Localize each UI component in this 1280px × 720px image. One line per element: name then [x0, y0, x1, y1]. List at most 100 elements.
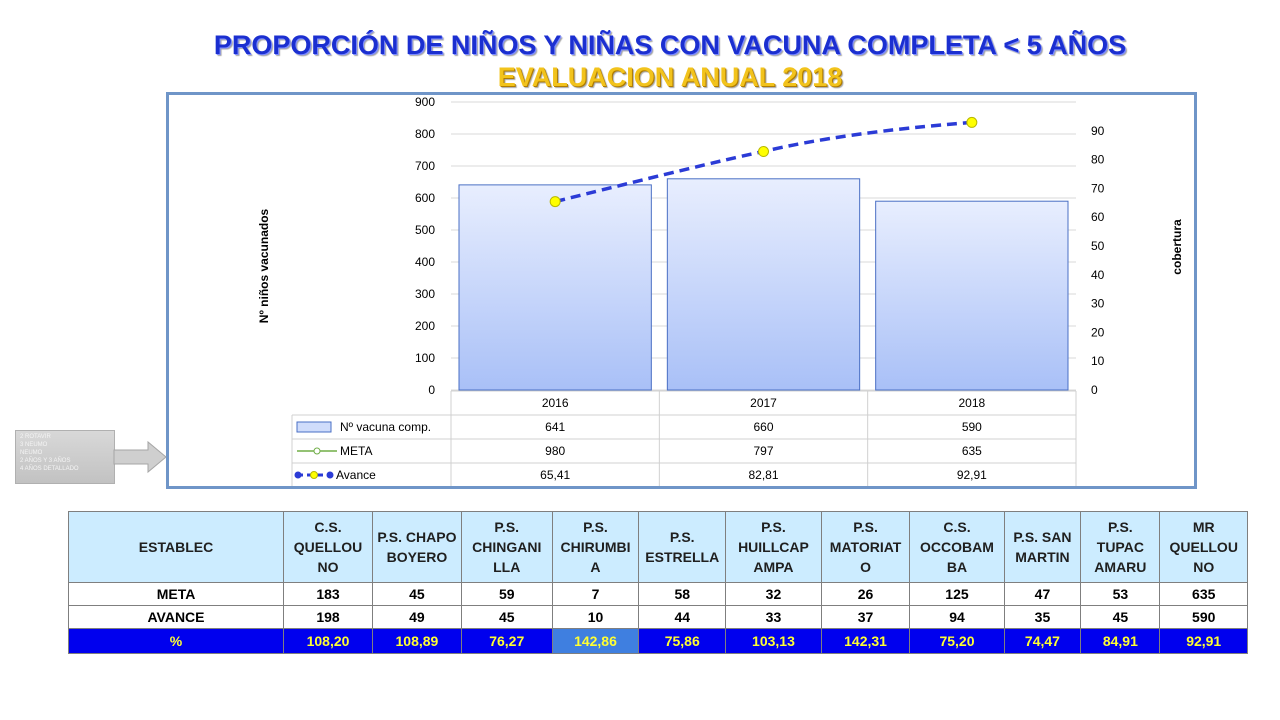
y-left-tick-label: 200	[415, 319, 435, 333]
y-right-axis-label: cobertura	[1170, 219, 1184, 275]
data-table-value: 92,91	[957, 468, 987, 482]
chart-title: PROPORCIÓN DE NIÑOS Y NIÑAS CON VACUNA C…	[213, 30, 1127, 60]
table-header-label: ESTABLEC	[68, 511, 284, 583]
sidebar-note-line: 3 NEUMO	[20, 442, 48, 448]
table-cell: 75,20	[909, 628, 1005, 654]
y-right-tick-label: 70	[1091, 181, 1105, 195]
sidebar-note-line: NEUMO	[20, 450, 43, 456]
table-cell: 32	[725, 582, 822, 606]
legend-label: Avance	[336, 468, 376, 482]
legend-key-meta-marker	[313, 447, 321, 455]
bar	[875, 200, 1069, 391]
legend-key-bars	[296, 421, 332, 433]
y-right-tick-label: 20	[1091, 325, 1105, 339]
table-header-column: P.S. CHAPO BOYERO	[372, 511, 462, 583]
legend-label: META	[340, 444, 372, 458]
sidebar-note-line: 2 AÑOS Y 3 AÑOS	[20, 458, 71, 464]
data-table-value: 797	[753, 444, 773, 458]
right-arrow-icon	[113, 440, 167, 474]
y-left-axis-label: Nº niños vacunados	[257, 208, 271, 323]
establishment-table: ESTABLEC C.S. QUELLOU NO P.S. CHAPO BOYERO…	[68, 511, 1248, 654]
table-row: META 183 45 59 7 58 32 26 125 47 53 635	[68, 582, 1248, 606]
table-header-column: P.S. ESTRELLA	[638, 511, 727, 583]
table-header-column: P.S. CHIRUMBI A	[551, 511, 640, 583]
chart-frame: 0 100 200 300 400 500 600 700 800 900 0 10 20 30 40 50 6…	[166, 92, 1197, 489]
table-row-label: META	[68, 582, 284, 606]
table-header-column: MR QUELLOU NO	[1159, 511, 1248, 583]
y-right-tick-label: 40	[1091, 268, 1105, 282]
table-cell: 142,86	[551, 628, 640, 654]
bar	[666, 178, 861, 391]
table-cell: 53	[1080, 582, 1161, 606]
y-left-tick-label: 800	[415, 127, 435, 141]
y-left-tick-label: 600	[415, 191, 435, 205]
table-cell: 635	[1159, 582, 1248, 606]
table-cell: 94	[909, 605, 1005, 629]
data-table-value: 660	[753, 420, 773, 434]
table-cell: 59	[460, 582, 553, 606]
sidebar-note-line: 2 ROTAVIR	[20, 434, 51, 440]
table-header-column: P.S. SAN MARTIN	[1003, 511, 1082, 583]
avance-point	[758, 146, 769, 158]
bar	[458, 184, 652, 391]
table-cell: 103,13	[725, 628, 822, 654]
data-table-value: 82,81	[748, 468, 778, 482]
table-cell: 26	[820, 582, 911, 606]
table-header-column: P.S. CHINGANI LLA	[460, 511, 553, 583]
table-row: % 108,20 108,89 76,27 142,86 75,86 103,13 142,3…	[68, 628, 1248, 654]
table-cell: 45	[372, 582, 462, 606]
y-right-tick-label: 60	[1091, 210, 1105, 224]
table-cell: 108,89	[372, 628, 462, 654]
table-cell: 142,31	[820, 628, 911, 654]
x-tick-label: 2016	[542, 396, 569, 410]
y-left-tick-label: 0	[428, 383, 435, 397]
y-right-tick-label: 80	[1091, 153, 1105, 167]
y-right-tick-label: 0	[1091, 383, 1098, 397]
chart-subtitle: EVALUACION ANUAL 2018	[497, 62, 843, 92]
data-table-value: 980	[545, 444, 565, 458]
table-cell: 45	[460, 605, 553, 629]
y-left-tick-label: 700	[415, 159, 435, 173]
table-cell: 44	[638, 605, 727, 629]
y-right-tick-label: 90	[1091, 124, 1105, 138]
table-cell: 7	[551, 582, 640, 606]
table-cell: 183	[282, 582, 374, 606]
table-cell: 74,47	[1003, 628, 1082, 654]
table-cell: 10	[551, 605, 640, 629]
table-cell: 37	[820, 605, 911, 629]
table-cell: 125	[909, 582, 1005, 606]
data-table-value: 590	[962, 420, 982, 434]
table-cell: 33	[725, 605, 822, 629]
sidebar-note: 2 ROTAVIR 3 NEUMO NEUMO 2 AÑOS Y 3 AÑOS …	[15, 430, 115, 484]
table-cell: 198	[282, 605, 374, 629]
y-right-tick-label: 10	[1091, 354, 1105, 368]
table-cell: 35	[1003, 605, 1082, 629]
table-cell: 49	[372, 605, 462, 629]
table-cell: 45	[1080, 605, 1161, 629]
table-cell: 590	[1159, 605, 1248, 629]
table-row: AVANCE 198 49 45 10 44 33 37 94 35 45 590	[68, 605, 1248, 629]
legend-key-avance-marker	[326, 471, 334, 479]
sidebar-note-line: 4 AÑOS DETALLADO	[20, 466, 79, 472]
table-cell: 76,27	[460, 628, 553, 654]
table-row-label: %	[68, 628, 284, 654]
table-header-column: C.S. OCCOBAM BA	[909, 511, 1005, 583]
y-right-tick-label: 30	[1091, 297, 1105, 311]
table-row-label: AVANCE	[68, 605, 284, 629]
table-header-column: C.S. QUELLOU NO	[282, 511, 374, 583]
x-tick-label: 2018	[958, 396, 985, 410]
avance-point	[966, 116, 978, 128]
legend-label: Nº vacuna comp.	[340, 420, 431, 434]
table-header-column: P.S. HUILLCAP AMPA	[725, 511, 822, 583]
y-left-tick-label: 300	[415, 287, 435, 301]
legend-key-avance-marker	[294, 471, 302, 479]
table-cell: 47	[1003, 582, 1082, 606]
table-header-column: P.S. TUPAC AMARU	[1080, 511, 1161, 583]
table-cell: 108,20	[282, 628, 374, 654]
x-tick-label: 2017	[750, 396, 777, 410]
table-cell: 84,91	[1080, 628, 1161, 654]
table-cell: 75,86	[638, 628, 727, 654]
table-cell: 58	[638, 582, 727, 606]
y-left-tick-label: 900	[415, 95, 435, 109]
y-left-tick-label: 400	[415, 255, 435, 269]
